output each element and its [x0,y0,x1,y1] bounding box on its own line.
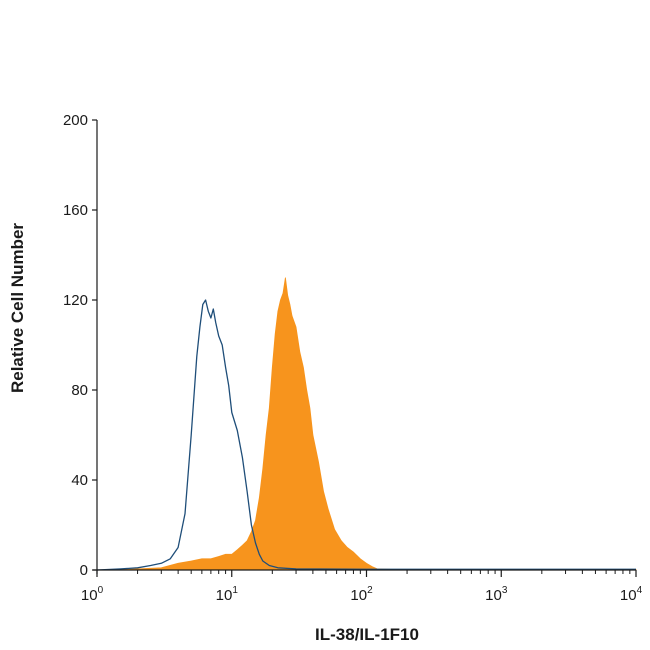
y-axis-title: Relative Cell Number [8,223,27,393]
y-tick-label: 160 [63,202,88,219]
axes-layer: 0 40 80 120 160 200 100 101 102 103 104 [63,112,643,604]
y-tick-label: 0 [80,562,88,579]
series-outline-histogram [96,299,636,571]
y-tick-label: 80 [71,382,88,399]
x-axis-title: IL-38/IL-1F10 [315,625,419,644]
x-tick-label: 100 [81,585,104,604]
y-tick-label: 120 [63,292,88,309]
x-tick-label: 101 [216,585,239,604]
x-tick-label: 102 [350,585,373,604]
x-tick-label: 103 [485,585,508,604]
series-filled-histogram [96,277,637,571]
series-layer [96,277,637,571]
y-tick-label: 200 [63,112,88,129]
x-tick-label: 104 [620,585,643,604]
y-tick-label: 40 [71,472,88,489]
